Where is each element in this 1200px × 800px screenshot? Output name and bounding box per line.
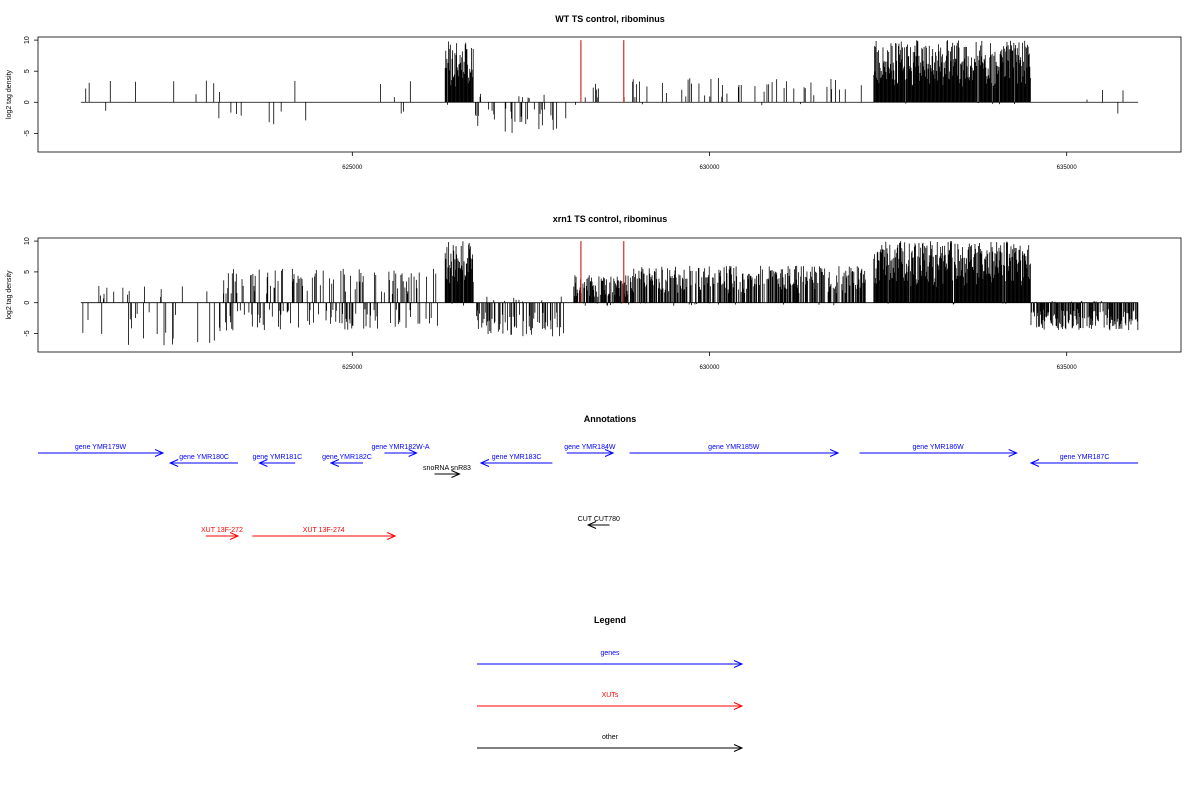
signal-bars	[85, 40, 1124, 134]
legend-label: XUTs	[602, 692, 619, 699]
y-tick-label: 0	[24, 100, 31, 104]
feature-label: gene YMR183C	[492, 454, 542, 461]
feature-arrow	[252, 532, 397, 540]
feature-arrow	[479, 459, 553, 467]
feature-label: gene YMR182W-A	[371, 444, 429, 451]
legend-title: Legend	[594, 615, 626, 625]
feature-label: CUT CUT780	[578, 516, 620, 523]
annotations-title: Annotations	[584, 414, 637, 424]
legend-arrow	[477, 744, 744, 752]
plot-frame	[37, 237, 1182, 353]
feature-arrow	[1029, 459, 1139, 467]
feature-arrow	[566, 449, 615, 457]
feature-arrow	[168, 459, 239, 467]
feature-arrow	[384, 449, 418, 457]
y-axis-label: log2 tag density	[6, 270, 13, 320]
y-tick-label: 5	[24, 69, 31, 73]
feature-label: gene YMR184W	[564, 444, 616, 451]
feature-arrow	[258, 459, 296, 467]
feature-label: gene YMR186W	[912, 444, 964, 451]
legend-arrow	[477, 660, 744, 668]
feature-label: snoRNA snR83	[423, 465, 471, 472]
y-tick-label: -5	[24, 330, 31, 336]
feature-label: gene YMR180C	[179, 454, 229, 461]
feature-label: gene YMR179W	[75, 444, 127, 451]
feature-arrow	[859, 449, 1018, 457]
x-tick-label: 635000	[1057, 365, 1078, 371]
track-2-title: xrn1 TS control, ribominus	[553, 214, 668, 224]
feature-label: XUT 13F-272	[201, 527, 243, 534]
y-tick-label: 0	[24, 301, 31, 305]
feature-arrow	[434, 470, 461, 478]
feature-label: gene YMR181C	[252, 454, 302, 461]
legend-arrow	[477, 702, 744, 710]
feature-label: XUT 13F-274	[303, 527, 345, 534]
track-2-plot: -5 0 5 10 log2 tag density 625000 630000 635000	[6, 237, 1182, 371]
feature-arrow	[329, 459, 364, 467]
legend-label: other	[602, 734, 619, 741]
feature-arrow	[38, 449, 165, 457]
y-tick-label: -5	[24, 130, 31, 136]
feature-arrow	[629, 449, 840, 457]
x-tick-label: 630000	[699, 165, 720, 171]
y-tick-label: 10	[24, 36, 31, 44]
feature-label: gene YMR185W	[708, 444, 760, 451]
feature-label: gene YMR182C	[322, 454, 372, 461]
x-tick-label: 625000	[342, 365, 363, 371]
legend-label: genes	[600, 650, 620, 657]
track-1-title: WT TS control, ribominus	[555, 14, 665, 24]
x-tick-label: 630000	[699, 365, 720, 371]
y-axis-label: log2 tag density	[6, 69, 13, 119]
x-tick-label: 625000	[342, 165, 363, 171]
track-1-plot: -5 0 5 10 log2 tag density 625000 630000 635000	[6, 36, 1182, 171]
y-tick-label: 10	[24, 237, 31, 245]
feature-label: gene YMR187C	[1060, 454, 1110, 461]
legend-panel: genes XUTs other	[477, 650, 744, 752]
annotations-panel: gene YMR179W gene YMR180C gene YMR181C gene…	[38, 444, 1139, 540]
x-tick-label: 635000	[1057, 165, 1078, 171]
feature-arrow	[205, 532, 240, 540]
feature-arrow	[586, 521, 610, 529]
y-tick-label: 5	[24, 270, 31, 274]
plot-frame	[37, 36, 1182, 153]
signal-bars	[82, 241, 1139, 346]
